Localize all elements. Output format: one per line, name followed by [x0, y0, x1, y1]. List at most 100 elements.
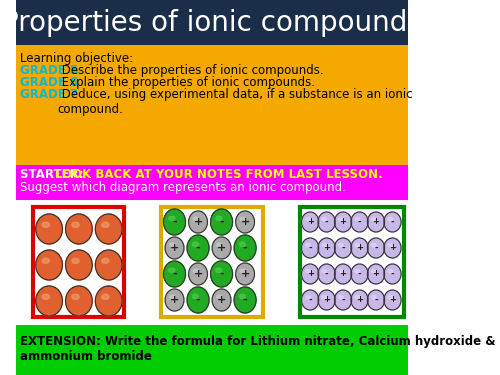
Ellipse shape — [66, 214, 92, 244]
Ellipse shape — [306, 270, 310, 273]
FancyBboxPatch shape — [16, 325, 408, 375]
Text: -: - — [325, 217, 328, 226]
Ellipse shape — [355, 270, 360, 273]
Text: -: - — [390, 270, 394, 279]
Ellipse shape — [302, 238, 319, 258]
Text: -: - — [308, 296, 312, 304]
Ellipse shape — [368, 238, 384, 258]
Ellipse shape — [216, 268, 222, 273]
Text: +: + — [389, 243, 396, 252]
Text: +: + — [170, 243, 179, 253]
Text: Learning objective:: Learning objective: — [20, 52, 133, 65]
Ellipse shape — [72, 258, 79, 263]
Ellipse shape — [42, 222, 50, 227]
Ellipse shape — [334, 264, 351, 284]
Ellipse shape — [240, 217, 246, 221]
Ellipse shape — [212, 237, 231, 259]
Ellipse shape — [240, 269, 246, 273]
Text: EXTENSION: Write the formula for Lithium nitrate, Calcium hydroxide &
ammonium b: EXTENSION: Write the formula for Lithium… — [20, 335, 496, 363]
Text: -: - — [374, 296, 378, 304]
Ellipse shape — [193, 217, 198, 221]
Ellipse shape — [164, 209, 186, 235]
Ellipse shape — [216, 243, 222, 247]
Ellipse shape — [338, 243, 344, 247]
Text: Describe the properties of ionic compounds.: Describe the properties of ionic compoun… — [58, 64, 324, 77]
Ellipse shape — [210, 209, 233, 235]
Text: GRADE 6: GRADE 6 — [20, 76, 78, 89]
Ellipse shape — [351, 264, 368, 284]
Ellipse shape — [388, 243, 392, 247]
Ellipse shape — [236, 263, 255, 285]
Ellipse shape — [188, 263, 208, 285]
Ellipse shape — [187, 235, 209, 261]
Text: +: + — [372, 217, 380, 226]
Text: -: - — [196, 243, 200, 253]
Ellipse shape — [236, 211, 255, 233]
Ellipse shape — [165, 289, 184, 311]
Ellipse shape — [234, 235, 256, 261]
Text: +: + — [372, 270, 380, 279]
Ellipse shape — [384, 290, 401, 310]
Text: -: - — [243, 243, 248, 253]
FancyBboxPatch shape — [34, 207, 124, 317]
Ellipse shape — [334, 212, 351, 232]
Text: +: + — [194, 269, 202, 279]
Text: +: + — [217, 243, 226, 253]
Text: -: - — [390, 217, 394, 226]
Text: +: + — [170, 295, 179, 305]
Text: +: + — [340, 270, 346, 279]
Text: +: + — [240, 217, 250, 227]
Ellipse shape — [338, 217, 344, 221]
Ellipse shape — [216, 295, 222, 299]
Ellipse shape — [368, 290, 384, 310]
FancyBboxPatch shape — [16, 45, 408, 165]
Ellipse shape — [384, 212, 401, 232]
Ellipse shape — [96, 250, 122, 280]
Text: Deduce, using experimental data, if a substance is an ionic
compound.: Deduce, using experimental data, if a su… — [58, 88, 412, 116]
Ellipse shape — [193, 269, 198, 273]
Ellipse shape — [42, 258, 50, 263]
Ellipse shape — [234, 287, 256, 313]
Text: +: + — [356, 296, 363, 304]
Ellipse shape — [372, 243, 376, 247]
Ellipse shape — [322, 217, 327, 221]
Ellipse shape — [388, 296, 392, 299]
Ellipse shape — [355, 296, 360, 299]
FancyBboxPatch shape — [300, 207, 404, 317]
Ellipse shape — [66, 286, 92, 316]
Ellipse shape — [170, 243, 175, 247]
Ellipse shape — [36, 250, 62, 280]
Ellipse shape — [210, 261, 233, 287]
Text: +: + — [240, 269, 250, 279]
Ellipse shape — [372, 270, 376, 273]
Text: STARTER:: STARTER: — [20, 168, 88, 181]
Ellipse shape — [192, 242, 198, 247]
Ellipse shape — [355, 217, 360, 221]
Text: -: - — [325, 270, 328, 279]
Text: +: + — [323, 243, 330, 252]
Text: -: - — [196, 295, 200, 305]
Ellipse shape — [66, 250, 92, 280]
Text: -: - — [220, 269, 224, 279]
Ellipse shape — [322, 296, 327, 299]
Ellipse shape — [388, 270, 392, 273]
Ellipse shape — [334, 290, 351, 310]
Ellipse shape — [96, 286, 122, 316]
Ellipse shape — [318, 238, 335, 258]
Ellipse shape — [302, 264, 319, 284]
Ellipse shape — [368, 212, 384, 232]
Ellipse shape — [192, 294, 198, 298]
Ellipse shape — [306, 217, 310, 221]
FancyBboxPatch shape — [16, 165, 408, 200]
Ellipse shape — [302, 212, 319, 232]
Ellipse shape — [372, 296, 376, 299]
Text: +: + — [356, 243, 363, 252]
Ellipse shape — [102, 294, 109, 299]
Text: -: - — [342, 243, 345, 252]
Ellipse shape — [36, 214, 62, 244]
Ellipse shape — [338, 270, 344, 273]
FancyBboxPatch shape — [16, 200, 408, 325]
Text: -: - — [220, 217, 224, 227]
Text: +: + — [389, 296, 396, 304]
Ellipse shape — [372, 217, 376, 221]
